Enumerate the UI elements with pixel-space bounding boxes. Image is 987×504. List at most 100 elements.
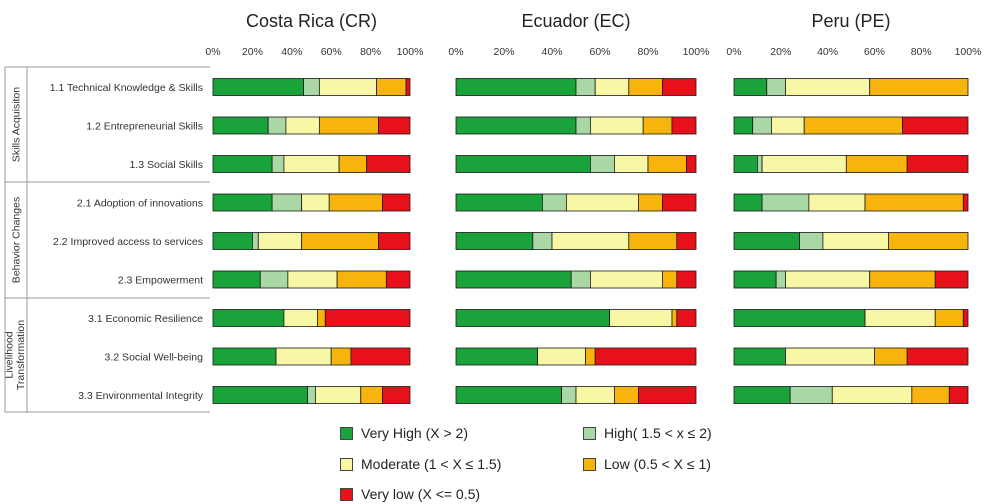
bar-segment-ecuador-ec-very-high-x-2 bbox=[455, 116, 577, 135]
bar-segment-costa-rica-cr-low-0-5-x-1 bbox=[336, 270, 387, 289]
bar-segment-peru-pe-low-0-5-x-1 bbox=[864, 193, 964, 212]
x-tick-label: 100% bbox=[955, 46, 982, 58]
bar-segment-peru-pe-moderate-1-x-1-5 bbox=[864, 309, 936, 327]
bar-segment-costa-rica-cr-very-high-x-2 bbox=[212, 116, 269, 135]
legend-label-very-low: Very low (X <= 0.5) bbox=[361, 486, 481, 502]
category-label-1-2-entrepreneurial-skills: 1.2 Entrepreneurial Skills bbox=[86, 121, 203, 133]
group-label-livelihood-transformation: LivelihoodTransformation bbox=[3, 320, 27, 390]
x-tick-label: 100% bbox=[683, 46, 710, 58]
bar-segment-costa-rica-cr-very-high-x-2 bbox=[212, 155, 273, 173]
bar-segment-ecuador-ec-moderate-1-x-1-5 bbox=[575, 386, 615, 404]
bar-segment-peru-pe-low-0-5-x-1 bbox=[888, 232, 969, 250]
bar-segment-costa-rica-cr-moderate-1-x-1-5 bbox=[315, 386, 362, 404]
x-tick-label: 60% bbox=[321, 46, 342, 58]
bar-segment-costa-rica-cr-low-0-5-x-1 bbox=[328, 193, 383, 212]
bar-segment-ecuador-ec-low-0-5-x-1 bbox=[585, 347, 596, 366]
legend-label-moderate: Moderate (1 < X ≤ 1.5) bbox=[361, 456, 502, 472]
bar-segment-costa-rica-cr-very-low-x-0-5 bbox=[324, 309, 411, 327]
bar-segment-ecuador-ec-high-1-5-x-2 bbox=[590, 155, 615, 173]
bar-segment-ecuador-ec-high-1-5-x-2 bbox=[570, 270, 591, 289]
bar-segment-costa-rica-cr-moderate-1-x-1-5 bbox=[287, 270, 338, 289]
category-label-3-1-economic-resilience: 3.1 Economic Resilience bbox=[88, 313, 203, 325]
legend-label-high: High( 1.5 < x ≤ 2) bbox=[604, 425, 712, 441]
bar-segment-peru-pe-very-low-x-0-5 bbox=[962, 193, 969, 212]
bar-segment-peru-pe-low-0-5-x-1 bbox=[803, 116, 903, 135]
bar-segment-ecuador-ec-high-1-5-x-2 bbox=[561, 386, 577, 404]
bar-segment-peru-pe-moderate-1-x-1-5 bbox=[785, 78, 871, 96]
bar-segment-costa-rica-cr-low-0-5-x-1 bbox=[360, 386, 383, 404]
category-label-2-2-improved-access-to-services: 2.2 Improved access to services bbox=[53, 236, 203, 248]
bar-segment-peru-pe-moderate-1-x-1-5 bbox=[785, 347, 875, 366]
bar-segment-peru-pe-very-low-x-0-5 bbox=[962, 309, 969, 327]
bar-segment-ecuador-ec-low-0-5-x-1 bbox=[662, 270, 678, 289]
bar-segment-ecuador-ec-low-0-5-x-1 bbox=[628, 78, 663, 96]
bar-segment-peru-pe-very-high-x-2 bbox=[733, 347, 786, 366]
bar-segment-costa-rica-cr-very-low-x-0-5 bbox=[378, 232, 411, 250]
x-tick-label: 80% bbox=[637, 46, 658, 58]
x-tick-label: 60% bbox=[864, 46, 885, 58]
bar-segment-peru-pe-moderate-1-x-1-5 bbox=[785, 270, 871, 289]
bar-segment-peru-pe-high-1-5-x-2 bbox=[775, 270, 786, 289]
x-tick-label: 80% bbox=[360, 46, 381, 58]
bar-segment-peru-pe-high-1-5-x-2 bbox=[799, 232, 824, 250]
bar-segment-costa-rica-cr-very-high-x-2 bbox=[212, 386, 308, 404]
bar-segment-peru-pe-high-1-5-x-2 bbox=[757, 155, 763, 173]
x-tick-label: 0% bbox=[205, 46, 220, 58]
bar-segment-costa-rica-cr-very-low-x-0-5 bbox=[385, 270, 411, 289]
legend-item-very-high: Very High (X > 2) bbox=[340, 425, 468, 441]
bar-segment-ecuador-ec-moderate-1-x-1-5 bbox=[614, 155, 649, 173]
bar-segment-costa-rica-cr-high-1-5-x-2 bbox=[259, 270, 289, 289]
group-label-behavior-changes: Behavior Changes bbox=[11, 197, 23, 283]
bar-segment-ecuador-ec-moderate-1-x-1-5 bbox=[537, 347, 586, 366]
bar-segment-costa-rica-cr-very-high-x-2 bbox=[212, 78, 305, 96]
bar-segment-ecuador-ec-very-low-x-0-5 bbox=[686, 155, 697, 173]
x-tick-label: 0% bbox=[726, 46, 741, 58]
bar-segment-costa-rica-cr-moderate-1-x-1-5 bbox=[283, 155, 340, 173]
panel-title-peru-pe: Peru (PE) bbox=[811, 11, 890, 31]
bar-segment-costa-rica-cr-moderate-1-x-1-5 bbox=[301, 193, 330, 212]
bar-segment-costa-rica-cr-very-high-x-2 bbox=[212, 232, 253, 250]
bar-segment-peru-pe-very-high-x-2 bbox=[733, 116, 754, 135]
bar-segment-ecuador-ec-moderate-1-x-1-5 bbox=[590, 270, 663, 289]
x-tick-label: 80% bbox=[911, 46, 932, 58]
bar-segment-ecuador-ec-very-low-x-0-5 bbox=[662, 193, 697, 212]
bar-segment-ecuador-ec-very-high-x-2 bbox=[455, 309, 611, 327]
bar-segment-costa-rica-cr-moderate-1-x-1-5 bbox=[285, 116, 320, 135]
bar-segment-ecuador-ec-very-high-x-2 bbox=[455, 386, 562, 404]
bar-segment-costa-rica-cr-high-1-5-x-2 bbox=[271, 155, 285, 173]
x-tick-label: 20% bbox=[242, 46, 263, 58]
bar-segment-ecuador-ec-very-high-x-2 bbox=[455, 347, 538, 366]
bar-segment-peru-pe-very-high-x-2 bbox=[733, 309, 866, 327]
bar-segment-peru-pe-very-high-x-2 bbox=[733, 232, 800, 250]
bar-segment-peru-pe-moderate-1-x-1-5 bbox=[808, 193, 866, 212]
bar-segment-ecuador-ec-very-low-x-0-5 bbox=[671, 116, 697, 135]
x-tick-label: 60% bbox=[589, 46, 610, 58]
category-label-2-3-empowerment: 2.3 Empowerment bbox=[118, 275, 203, 287]
bar-segment-costa-rica-cr-moderate-1-x-1-5 bbox=[283, 309, 318, 327]
bar-segment-peru-pe-very-low-x-0-5 bbox=[906, 155, 969, 173]
bar-segment-ecuador-ec-very-low-x-0-5 bbox=[662, 78, 697, 96]
bar-segment-ecuador-ec-very-low-x-0-5 bbox=[594, 347, 697, 366]
stacked-bar-chart: Skills Acquisiton Behavior Changes Livelih… bbox=[3, 11, 982, 413]
bar-segment-costa-rica-cr-moderate-1-x-1-5 bbox=[275, 347, 332, 366]
bar-segment-peru-pe-moderate-1-x-1-5 bbox=[822, 232, 889, 250]
legend-item-low: Low (0.5 < X ≤ 1) bbox=[583, 456, 711, 472]
bar-segment-costa-rica-cr-low-0-5-x-1 bbox=[376, 78, 407, 96]
bar-segment-ecuador-ec-low-0-5-x-1 bbox=[647, 155, 687, 173]
x-tick-label: 20% bbox=[770, 46, 791, 58]
bar-segment-ecuador-ec-moderate-1-x-1-5 bbox=[551, 232, 630, 250]
group-label-skills-acquisiton: Skills Acquisiton bbox=[11, 87, 23, 162]
bar-segment-ecuador-ec-very-low-x-0-5 bbox=[638, 386, 697, 404]
x-tick-label: 40% bbox=[281, 46, 302, 58]
legend-item-very-low: Very low (X <= 0.5) bbox=[340, 486, 480, 502]
bar-segment-ecuador-ec-very-high-x-2 bbox=[455, 155, 591, 173]
legend-label-very-high: Very High (X > 2) bbox=[361, 425, 468, 441]
bar-segment-peru-pe-very-low-x-0-5 bbox=[934, 270, 969, 289]
legend-swatch-very-high bbox=[340, 426, 353, 440]
bar-segment-ecuador-ec-low-0-5-x-1 bbox=[638, 193, 663, 212]
bar-segment-costa-rica-cr-low-0-5-x-1 bbox=[338, 155, 368, 173]
chart-legend: Very High (X > 2) High( 1.5 < x ≤ 2) Mod… bbox=[340, 420, 860, 504]
bar-segment-ecuador-ec-very-high-x-2 bbox=[455, 78, 577, 96]
bar-segment-peru-pe-low-0-5-x-1 bbox=[911, 386, 950, 404]
bar-segment-peru-pe-moderate-1-x-1-5 bbox=[761, 155, 847, 173]
